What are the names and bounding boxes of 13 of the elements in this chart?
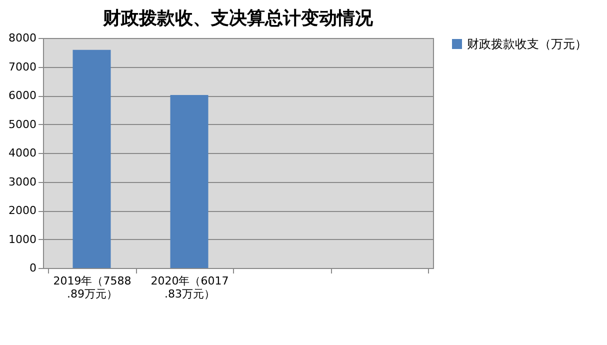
y-tick-label: 0 [30,262,36,274]
y-tick-label: 3000 [8,175,36,188]
y-tick-label: 8000 [8,32,36,44]
x-tick-label: 2020年（6017.83万元） [150,274,229,300]
chart-title: 财政拨款收、支决算总计变动情况 [102,8,374,29]
y-tick-label: 6000 [8,89,36,102]
y-tick-label: 1000 [8,232,36,246]
y-tick-label: 7000 [8,60,36,74]
y-tick-label: 4000 [8,146,36,160]
y-tick-label: 2000 [8,204,36,217]
x-tick-label: 2019年（7588.89万元） [53,274,132,300]
y-tick-label: 5000 [8,118,36,131]
legend-label: 财政拨款收支（万元） [467,37,587,51]
